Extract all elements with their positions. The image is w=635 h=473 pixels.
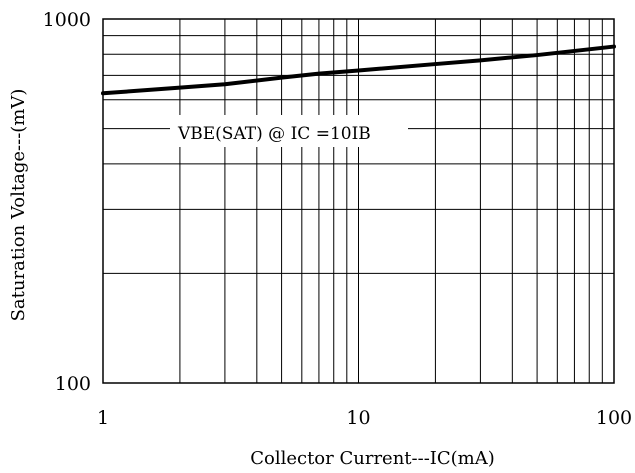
- y-tick-label: 100: [55, 373, 91, 395]
- annotation-label: VBE(SAT) @ IC =10IB: [177, 124, 371, 144]
- x-axis-label: Collector Current---IC(mA): [250, 448, 495, 469]
- x-tick-label: 1: [97, 407, 109, 429]
- annotation-background: [170, 115, 408, 147]
- grid-lines: [103, 19, 614, 383]
- x-tick-label: 10: [346, 407, 370, 429]
- series-line: [101, 44, 616, 96]
- tick-labels: 1 10 100 100 1000: [43, 9, 632, 429]
- y-axis-label: Saturation Voltage---(mV): [8, 89, 29, 322]
- annotation-group: VBE(SAT) @ IC =10IB: [170, 115, 408, 147]
- y-tick-label: 1000: [43, 9, 91, 31]
- plot-frame: [102, 18, 615, 384]
- x-tick-label: 100: [596, 407, 632, 429]
